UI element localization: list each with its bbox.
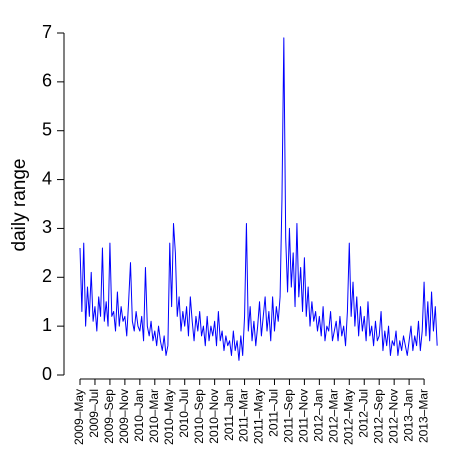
y-tick-label: 1 bbox=[42, 315, 52, 335]
x-tick-label: 2011–Mar bbox=[237, 389, 251, 442]
x-tick-label: 2009–Jul bbox=[87, 389, 101, 438]
data-line bbox=[79, 37, 438, 361]
x-tick-label: 2012–Sep bbox=[371, 389, 385, 444]
x-tick-label: 2012–May bbox=[341, 389, 355, 445]
x-tick-label: 2010–Mar bbox=[147, 389, 161, 443]
y-axis-label: daily range bbox=[9, 159, 30, 252]
x-tick-label: 2010–Nov bbox=[207, 389, 221, 444]
x-tick-label: 2013–Mar bbox=[416, 389, 430, 443]
x-tick-label: 2011–Jul bbox=[267, 389, 281, 437]
y-tick-label: 5 bbox=[42, 119, 52, 139]
x-tick-label: 2012–Mar bbox=[326, 389, 340, 443]
x-tick-label: 2011–Jan bbox=[222, 389, 236, 441]
x-tick-label: 2012–Jul bbox=[356, 389, 370, 438]
x-tick-label: 2010–Sep bbox=[192, 389, 206, 444]
x-tick-label: 2012–Nov bbox=[386, 389, 400, 444]
x-tick-label: 2010–Jan bbox=[132, 389, 146, 442]
y-tick-label: 2 bbox=[42, 266, 52, 286]
x-tick-label: 2013–Jan bbox=[401, 389, 415, 442]
x-tick-label: 2011–May bbox=[252, 389, 266, 444]
x-tick-label: 2010–Jul bbox=[177, 389, 191, 438]
x-tick-label: 2009–Nov bbox=[117, 389, 131, 444]
y-tick-label: 0 bbox=[42, 364, 52, 384]
y-tick-label: 6 bbox=[42, 71, 52, 91]
y-tick-label: 4 bbox=[42, 168, 52, 188]
x-tick-label: 2010–May bbox=[162, 389, 176, 445]
y-tick-label: 7 bbox=[42, 22, 52, 42]
x-tick-label: 2009–Sep bbox=[102, 389, 116, 444]
x-tick-label: 2011–Sep bbox=[282, 389, 296, 443]
x-tick-label: 2012–Jan bbox=[312, 389, 326, 442]
x-tick-label: 2009–May bbox=[72, 389, 86, 445]
x-tick-label: 2011–Nov bbox=[297, 389, 311, 443]
y-tick-label: 3 bbox=[42, 217, 52, 237]
